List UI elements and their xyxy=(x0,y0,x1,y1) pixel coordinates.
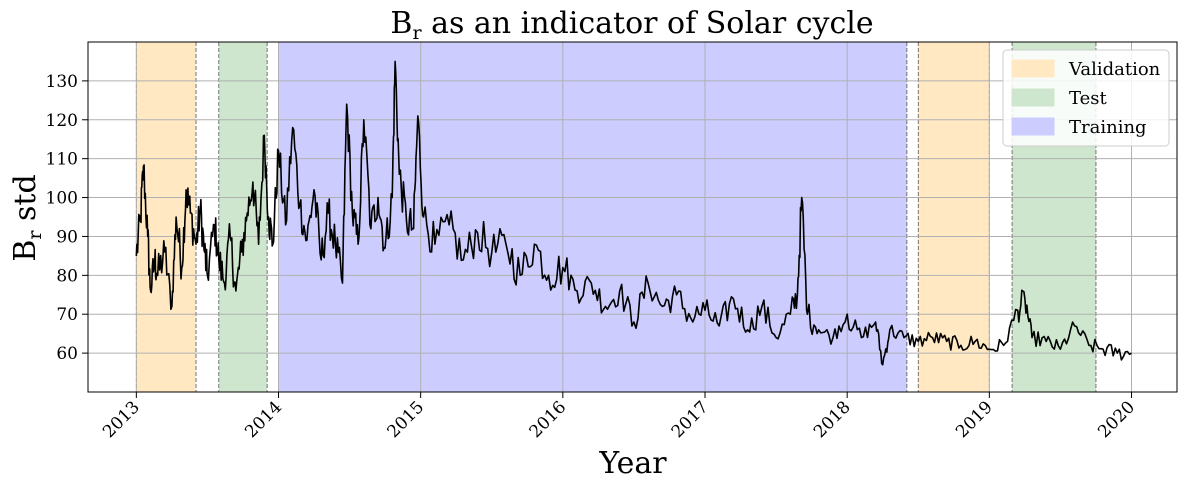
legend-swatch-test xyxy=(1011,88,1055,107)
series-layer xyxy=(135,60,1132,366)
y-axis-label: Br std xyxy=(8,174,46,261)
y-tick-label-80: 80 xyxy=(56,266,78,286)
chart-title-rest: as an indicator of Solar cycle xyxy=(422,6,874,41)
y-tick-label-130: 130 xyxy=(46,72,78,92)
y-axis-label-main: B xyxy=(8,240,43,262)
x-axis-label: Year xyxy=(598,446,667,481)
x-tick-label-2014: 2014 xyxy=(241,397,286,442)
y-tick-label-70: 70 xyxy=(56,305,78,325)
y-axis-label-subscript: r xyxy=(24,230,46,240)
legend-swatch-training xyxy=(1011,117,1055,136)
series-line-br-std xyxy=(135,60,1132,366)
y-tick-label-100: 100 xyxy=(46,189,78,209)
plot-frame xyxy=(87,41,1178,393)
region-training-2 xyxy=(278,42,907,392)
x-tick-label-2015: 2015 xyxy=(383,397,428,442)
chart-title: Br as an indicator of Solar cycle xyxy=(390,6,873,44)
x-tick-label-2019: 2019 xyxy=(952,397,997,442)
chart-title-main: B xyxy=(390,6,412,41)
legend-label-training: Training xyxy=(1069,117,1147,138)
legend: Validation Test Training xyxy=(1002,49,1170,147)
legend-label-test: Test xyxy=(1069,88,1107,109)
x-tick-label-2013: 2013 xyxy=(99,397,144,442)
chart-title-subscript: r xyxy=(412,22,422,44)
region-validation-3 xyxy=(918,42,990,392)
y-axis-label-rest: std xyxy=(8,174,43,230)
y-tick-label-90: 90 xyxy=(56,227,78,247)
x-tick-label-2020: 2020 xyxy=(1094,397,1139,442)
legend-swatch-validation xyxy=(1011,59,1055,78)
y-tick-label-120: 120 xyxy=(46,111,78,131)
y-tick-label-110: 110 xyxy=(46,150,78,170)
legend-label-validation: Validation xyxy=(1068,59,1161,80)
x-tick-label-2016: 2016 xyxy=(526,397,571,442)
y-tick-label-60: 60 xyxy=(56,344,78,364)
x-tick-label-2018: 2018 xyxy=(810,397,855,442)
x-tick-label-2017: 2017 xyxy=(668,397,713,442)
